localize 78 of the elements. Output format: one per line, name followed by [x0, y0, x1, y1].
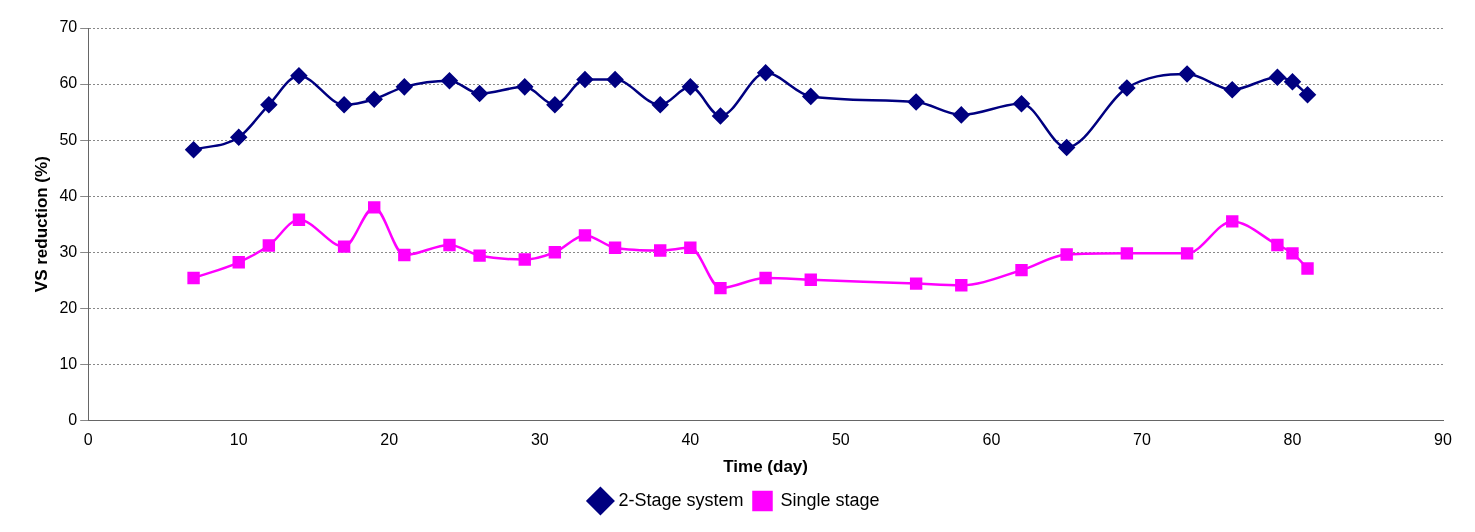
point [185, 141, 202, 158]
point [802, 88, 820, 105]
y-tick-label: 30 [59, 242, 78, 260]
y-axis-title: VS reduction (%) [31, 156, 51, 293]
point [1118, 79, 1136, 97]
point [682, 78, 699, 96]
point [398, 248, 411, 262]
point [441, 72, 458, 89]
point [1178, 65, 1196, 83]
point [907, 93, 925, 111]
legend-label: Single stage [780, 489, 880, 510]
legend-label: 2-Stage system [618, 489, 744, 510]
point [260, 96, 278, 114]
point [1120, 247, 1134, 260]
x-tick-label: 30 [530, 431, 549, 449]
point [1224, 81, 1241, 98]
point [651, 96, 669, 114]
point [759, 271, 772, 285]
x-tick-label: 20 [380, 431, 399, 449]
point [292, 213, 306, 226]
point [578, 229, 592, 242]
point [1269, 69, 1286, 86]
x-tick-label: 50 [831, 431, 850, 449]
point [608, 241, 622, 254]
x-tick-label: 90 [1434, 431, 1452, 449]
point [232, 256, 245, 269]
point [1286, 247, 1299, 260]
x-tick-label: 0 [83, 431, 93, 449]
point [1058, 139, 1075, 156]
point [712, 107, 729, 125]
point [1271, 238, 1284, 252]
point [953, 106, 970, 124]
point [290, 67, 308, 84]
y-tick-label: 20 [59, 298, 78, 316]
point [804, 273, 817, 286]
point [1226, 215, 1239, 228]
y-tick-label: 50 [59, 130, 78, 148]
y-tick-label: 0 [68, 410, 78, 428]
x-axis-title: Time (day) [723, 457, 808, 477]
y-tick-label: 60 [59, 74, 78, 92]
point [443, 238, 456, 252]
point [548, 246, 562, 259]
x-tick-label: 80 [1283, 431, 1302, 449]
y-tick-label: 70 [59, 18, 78, 36]
y-tick-label: 10 [59, 354, 78, 372]
point [335, 96, 353, 114]
point [230, 129, 247, 146]
point [654, 244, 667, 257]
point [187, 271, 200, 285]
point [714, 281, 727, 295]
x-tick-label: 40 [681, 431, 700, 449]
point [365, 90, 383, 108]
point [518, 253, 531, 266]
point [576, 71, 594, 88]
point [606, 71, 624, 88]
point [546, 96, 564, 114]
point [471, 85, 488, 102]
point [909, 277, 923, 290]
point [757, 64, 774, 82]
point [337, 240, 351, 253]
point [396, 78, 413, 96]
point [1301, 262, 1314, 275]
point [1180, 247, 1194, 260]
point [955, 279, 968, 292]
point [684, 241, 697, 254]
point [1015, 263, 1028, 277]
point [516, 78, 533, 96]
point [368, 201, 381, 214]
x-tick-label: 60 [982, 431, 1001, 449]
point [262, 239, 276, 252]
point [1060, 248, 1073, 261]
point [1013, 95, 1030, 112]
y-tick-label: 40 [59, 186, 78, 204]
x-tick-label: 10 [229, 431, 248, 449]
point [473, 249, 486, 262]
point [1299, 86, 1316, 103]
point [1284, 73, 1301, 91]
x-tick-label: 70 [1133, 431, 1151, 449]
